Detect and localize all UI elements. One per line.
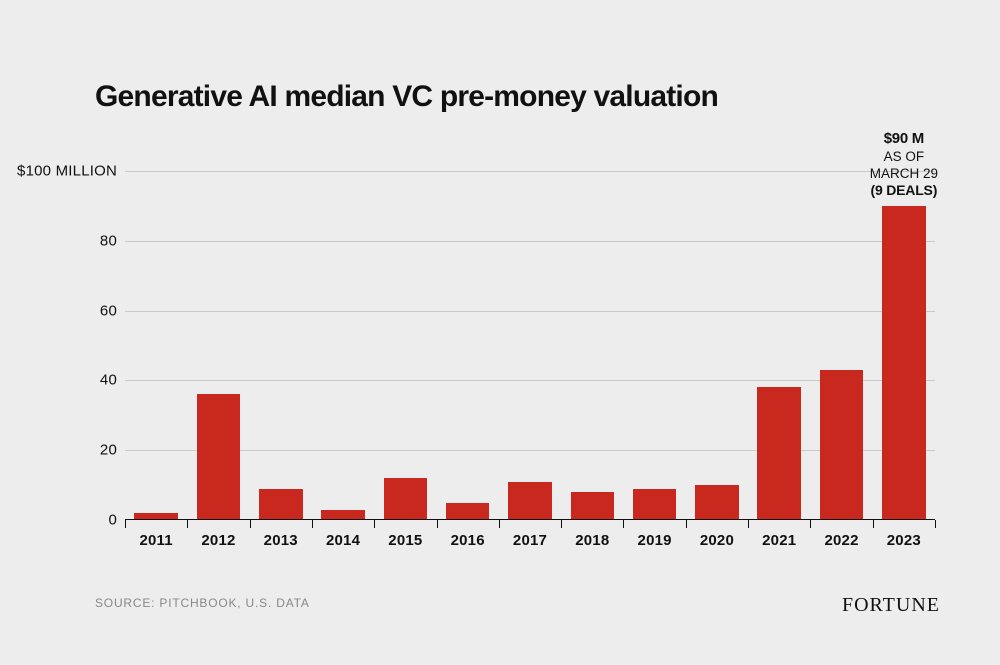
x-tick	[748, 520, 749, 528]
x-tick	[437, 520, 438, 528]
bar	[197, 394, 241, 520]
chart-title: Generative AI median VC pre-money valuat…	[95, 80, 935, 114]
x-tick-label: 2023	[887, 532, 921, 549]
x-tick-label: 2013	[264, 532, 298, 549]
brand-logo: FORTUNE	[842, 594, 940, 617]
x-tick-label: 2011	[139, 532, 172, 549]
x-tick-label: 2017	[513, 532, 547, 549]
x-tick	[686, 520, 687, 528]
x-tick	[561, 520, 562, 528]
bar	[695, 485, 739, 520]
x-tick-label: 2015	[388, 532, 422, 549]
y-tick-label: 40	[0, 372, 117, 389]
x-tick	[187, 520, 188, 528]
x-tick-label: 2021	[762, 532, 796, 549]
annotation-deals: (9 DEALS)	[870, 182, 938, 200]
bar-chart: 2011201220132014201520162017201820192020…	[95, 142, 935, 542]
bar	[820, 370, 864, 520]
bar	[384, 478, 428, 520]
bar	[446, 503, 490, 520]
bar	[571, 492, 615, 520]
annotation-value: $90 M	[870, 130, 938, 149]
annotation-date: AS OFMARCH 29	[870, 149, 938, 183]
x-tick	[250, 520, 251, 528]
y-tick-label: 20	[0, 442, 117, 459]
y-tick-label: 0	[0, 512, 117, 529]
x-tick	[810, 520, 811, 528]
x-tick-label: 2019	[638, 532, 672, 549]
x-tick-label: 2012	[201, 532, 235, 549]
x-tick	[873, 520, 874, 528]
x-tick-label: 2022	[824, 532, 858, 549]
bar	[633, 489, 677, 520]
x-tick	[312, 520, 313, 528]
x-tick	[499, 520, 500, 528]
x-tick	[125, 520, 126, 528]
y-tick-label: $100 MILLION	[0, 162, 117, 179]
bar	[882, 206, 926, 520]
bar	[508, 482, 552, 520]
x-tick	[623, 520, 624, 528]
x-tick-label: 2014	[326, 532, 360, 549]
bar	[259, 489, 303, 520]
y-tick-label: 60	[0, 302, 117, 319]
y-tick-label: 80	[0, 232, 117, 249]
x-tick-label: 2020	[700, 532, 734, 549]
x-tick-label: 2016	[451, 532, 485, 549]
x-tick	[935, 520, 936, 528]
bar-annotation: $90 MAS OFMARCH 29(9 DEALS)	[870, 130, 938, 200]
bar	[757, 387, 801, 520]
source-attribution: SOURCE: PITCHBOOK, U.S. DATA	[95, 596, 310, 610]
x-tick	[374, 520, 375, 528]
x-tick-label: 2018	[575, 532, 609, 549]
